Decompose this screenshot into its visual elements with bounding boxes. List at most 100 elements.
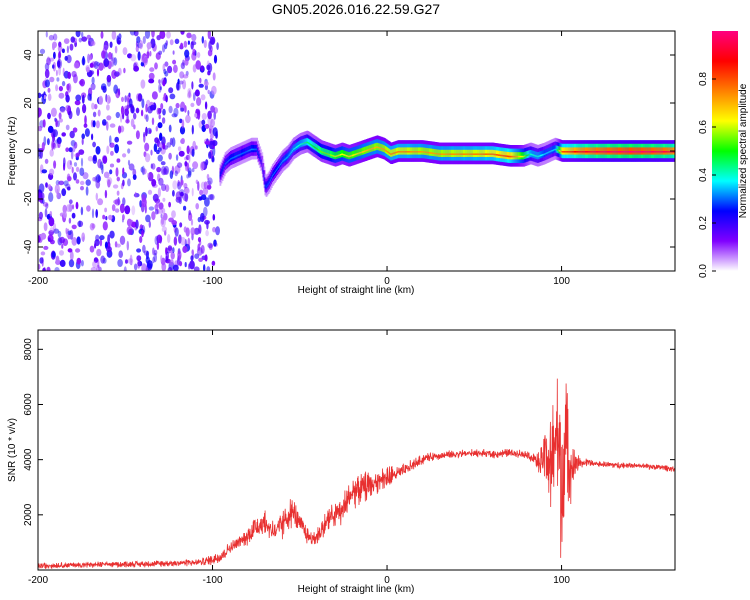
- heatmap-ridge-cell: [343, 153, 345, 156]
- heatmap-ridge-cell: [234, 156, 236, 158]
- heatmap-ridge-cell: [394, 152, 397, 154]
- heatmap-ridge-cell: [552, 149, 555, 152]
- heatmap-ridge-cell: [574, 151, 577, 153]
- heatmap-noise-blob: [58, 180, 65, 186]
- heatmap-ridge-cell: [660, 151, 663, 153]
- heatmap-ridge-cell: [495, 154, 498, 156]
- heatmap-noise-blob: [191, 249, 194, 255]
- heatmap-noise-blob: [110, 150, 114, 156]
- heatmap-ridge-cell: [560, 147, 563, 155]
- heatmap-noise-blob: [109, 230, 115, 239]
- heatmap-noise-blob: [203, 181, 208, 190]
- heatmap-ridge-cell: [336, 155, 339, 157]
- heatmap-noise-blob: [177, 250, 182, 260]
- heatmap-noise-blob: [195, 145, 198, 150]
- heatmap-noise-blob: [116, 176, 121, 182]
- heatmap-noise-blob: [194, 113, 198, 118]
- heatmap-noise-blob: [90, 267, 97, 271]
- heatmap-noise-blob: [91, 223, 96, 229]
- heatmap-noise-blob: [215, 226, 221, 236]
- heatmap-noise-blob: [212, 72, 216, 81]
- heatmap-noise-blob: [184, 192, 189, 203]
- heatmap-ridge-cell: [567, 151, 569, 153]
- heatmap-noise-blob: [38, 235, 41, 243]
- heatmap-ridge-cell: [446, 153, 449, 155]
- heatmap-noise-blob: [179, 80, 184, 85]
- heatmap-noise-blob: [211, 85, 217, 95]
- heatmap-noise-blob: [102, 119, 107, 126]
- heatmap-ridge-cell: [242, 152, 245, 154]
- heatmap-noise-blob: [144, 142, 150, 152]
- heatmap-ridge-cell: [479, 153, 481, 155]
- heatmap-noise-blob: [48, 34, 55, 41]
- heatmap-noise-blob: [103, 40, 109, 51]
- heatmap-ridge-cell: [253, 148, 255, 151]
- heatmap-noise-blob: [139, 236, 143, 243]
- heatmap-noise-blob: [109, 142, 115, 148]
- heatmap-ridge-cell: [392, 152, 395, 155]
- heatmap-ridge-cell: [301, 139, 303, 147]
- heatmap-noise-blob: [186, 145, 190, 155]
- heatmap-noise-blob: [142, 36, 146, 44]
- heatmap-ridge-cell: [579, 151, 582, 153]
- heatmap-ridge-cell: [223, 165, 226, 167]
- heatmap-noise-blob: [172, 264, 179, 271]
- heatmap-ridge-cell: [235, 155, 237, 158]
- heatmap-noise-blob: [202, 187, 209, 196]
- heatmap-ridge-cell: [612, 151, 614, 153]
- heatmap-noise-blob: [160, 103, 164, 110]
- heatmap-noise-blob: [174, 170, 178, 177]
- heatmap-noise-blob: [158, 177, 164, 186]
- heatmap-noise-blob: [148, 206, 155, 211]
- snr-y-label: SNR (10 * v/v): [7, 418, 18, 482]
- heatmap-noise-blob: [198, 257, 204, 262]
- heatmap-ridge-cell: [287, 155, 290, 158]
- heatmap-ridge-cell: [279, 164, 281, 167]
- heatmap-noise-blob: [151, 211, 156, 221]
- heatmap-ridge-cell: [264, 184, 267, 187]
- heatmap-noise-blob: [116, 158, 121, 163]
- heatmap-noise-blob: [195, 203, 199, 210]
- heatmap-ridge-cell: [421, 151, 424, 153]
- heatmap-ridge-cell: [553, 149, 556, 151]
- heatmap-noise-blob: [86, 34, 92, 40]
- heatmap-ridge-cell: [448, 153, 451, 155]
- heatmap-ridge-cell: [455, 153, 457, 155]
- heatmap-noise-blob: [207, 49, 213, 57]
- heatmap-ridge-cell: [315, 147, 318, 150]
- heatmap-noise-blob: [196, 97, 202, 106]
- heatmap-ridge-cell: [306, 141, 309, 144]
- heatmap-ridge-cell: [593, 151, 596, 153]
- heatmap-noise-blob: [49, 210, 53, 217]
- heatmap-ridge-cell: [321, 151, 323, 153]
- heatmap-ridge-cell: [299, 144, 301, 146]
- heatmap-ridge-cell: [403, 151, 406, 153]
- heatmap-noise-blob: [58, 51, 62, 59]
- heatmap-ridge-cell: [671, 151, 674, 153]
- heatmap-ridge-cell: [595, 151, 598, 153]
- heatmap-ridge-cell: [602, 151, 605, 153]
- heatmap-noise-blob: [144, 31, 151, 39]
- heatmap-noise-blob: [38, 107, 42, 117]
- heatmap-ridge-cell: [635, 151, 637, 153]
- heatmap-ridge-cell: [508, 155, 511, 158]
- heatmap-ridge-cell: [333, 155, 336, 157]
- heatmap-noise-blob: [207, 89, 210, 95]
- heatmap-ridge-cell: [344, 154, 346, 156]
- heatmap-noise-blob: [174, 227, 179, 237]
- heatmap-noise-blob: [65, 105, 71, 112]
- heatmap-noise-blob: [204, 219, 210, 225]
- heatmap-ridge-cell: [346, 155, 348, 157]
- heatmap-noise-blob: [46, 57, 51, 66]
- heatmap-ridge-cell: [327, 149, 330, 157]
- heatmap-ridge-cell: [327, 153, 330, 155]
- heatmap-noise-blob: [53, 160, 57, 169]
- heatmap-ridge-cell: [308, 142, 311, 145]
- heatmap-noise-blob: [47, 184, 52, 190]
- heatmap-ridge-cell: [252, 148, 254, 151]
- heatmap-ridge-cell: [317, 149, 320, 151]
- colorbar-tick-label: 0.0: [698, 264, 709, 278]
- heatmap-ridge-cell: [438, 149, 441, 157]
- heatmap-noise-blob: [206, 180, 212, 186]
- heatmap-noise-blob: [114, 198, 121, 206]
